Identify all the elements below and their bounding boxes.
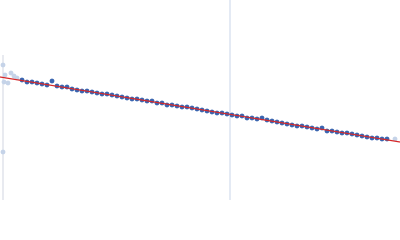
data-point xyxy=(0,149,6,155)
data-point xyxy=(1,79,7,85)
data-point xyxy=(5,80,11,86)
data-point xyxy=(8,70,14,76)
data-point xyxy=(2,72,8,78)
data-point xyxy=(49,78,55,84)
data-point xyxy=(0,62,6,68)
chart xyxy=(0,0,400,200)
fit-line xyxy=(0,76,400,143)
data-point xyxy=(392,136,398,142)
